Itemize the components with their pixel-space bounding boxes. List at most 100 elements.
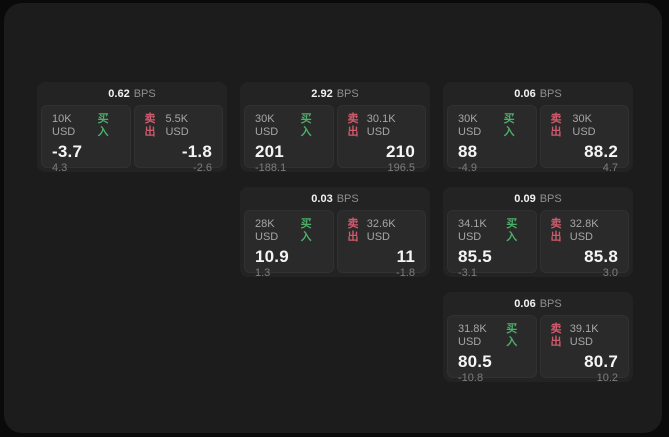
buy-tile[interactable]: 30K USD 买入 201 -188.1 [244, 105, 334, 174]
buy-tile-header: 30K USD 买入 [255, 113, 323, 139]
buy-tile-header: 31.8K USD 买入 [458, 323, 526, 349]
buy-tile-header: 10K USD 买入 [52, 113, 120, 139]
bps-unit: BPS [336, 87, 359, 100]
sell-side-label: 卖出 [550, 113, 562, 138]
quote-card: 0.06 BPS 30K USD 买入 88 -4.9 卖出 30K USD [443, 82, 633, 174]
buy-side-label: 买入 [300, 218, 312, 243]
card-body: 10K USD 买入 -3.7 4.3 卖出 5.5K USD -1.8 -2.… [41, 105, 223, 174]
card-body: 34.1K USD 买入 85.5 -3.1 卖出 32.8K USD 85.8… [447, 210, 629, 279]
card-header: 0.62 BPS [41, 82, 223, 105]
main-surface: 0.62 BPS 10K USD 买入 -3.7 4.3 卖出 5.5K USD [4, 3, 662, 433]
bps-unit: BPS [336, 192, 359, 205]
sell-tile[interactable]: 卖出 30K USD 88.2 4.7 [539, 105, 629, 174]
sell-tile[interactable]: 卖出 32.8K USD 85.8 3.0 [539, 210, 629, 279]
buy-tile[interactable]: 34.1K USD 买入 85.5 -3.1 [447, 210, 537, 279]
buy-tile[interactable]: 10K USD 买入 -3.7 4.3 [41, 105, 131, 174]
sell-tile-header: 卖出 32.6K USD [348, 218, 416, 244]
sell-price: 80.7 [584, 352, 618, 371]
sell-tile[interactable]: 卖出 30.1K USD 210 196.5 [336, 105, 426, 174]
sell-change: 196.5 [387, 162, 415, 174]
bps-unit: BPS [539, 87, 562, 100]
buy-amount: 28K USD [255, 218, 279, 243]
sell-amount: 32.6K USD [366, 218, 396, 243]
sell-price: 85.8 [584, 247, 618, 266]
buy-amount: 31.8K USD [458, 323, 487, 348]
card-header: 0.09 BPS [447, 187, 629, 210]
bps-unit: BPS [539, 297, 562, 310]
quote-card: 0.09 BPS 34.1K USD 买入 85.5 -3.1 卖出 32.8K… [443, 187, 633, 279]
buy-tile-header: 30K USD 买入 [458, 113, 526, 139]
sell-side-label: 卖出 [144, 113, 156, 138]
bps-value: 0.06 [514, 87, 536, 100]
bps-unit: BPS [539, 192, 562, 205]
sell-price: 210 [386, 142, 415, 161]
sell-side-label: 卖出 [550, 323, 562, 348]
sell-change: -2.6 [193, 162, 212, 174]
sell-side-label: 卖出 [550, 218, 562, 243]
buy-side-label: 买入 [503, 113, 515, 138]
sell-tile-header: 卖出 32.8K USD [551, 218, 619, 244]
buy-tile[interactable]: 28K USD 买入 10.9 1.3 [244, 210, 334, 279]
buy-change: -10.8 [458, 372, 484, 384]
buy-price: 85.5 [458, 247, 492, 266]
buy-side-label: 买入 [300, 113, 312, 138]
buy-amount: 30K USD [255, 113, 279, 138]
buy-tile-header: 34.1K USD 买入 [458, 218, 526, 244]
buy-tile[interactable]: 30K USD 买入 88 -4.9 [447, 105, 537, 174]
sell-amount: 32.8K USD [569, 218, 599, 243]
buy-tile[interactable]: 31.8K USD 买入 80.5 -10.8 [447, 315, 537, 384]
sell-tile-header: 卖出 30.1K USD [348, 113, 416, 139]
sell-tile-header: 卖出 5.5K USD [145, 113, 213, 139]
sell-side-label: 卖出 [347, 218, 359, 243]
sell-tile[interactable]: 卖出 39.1K USD 80.7 10.2 [539, 315, 629, 384]
sell-amount: 39.1K USD [569, 323, 599, 348]
buy-price: 88 [458, 142, 478, 161]
quote-card: 0.03 BPS 28K USD 买入 10.9 1.3 卖出 32.6K US… [240, 187, 430, 279]
buy-side-label: 买入 [506, 323, 518, 348]
bps-unit: BPS [133, 87, 156, 100]
bps-value: 0.03 [311, 192, 333, 205]
quote-card: 0.06 BPS 31.8K USD 买入 80.5 -10.8 卖出 39.1… [443, 292, 633, 384]
sell-tile-header: 卖出 39.1K USD [551, 323, 619, 349]
buy-change: -4.9 [458, 162, 477, 174]
sell-tile[interactable]: 卖出 32.6K USD 11 -1.8 [336, 210, 426, 279]
sell-change: -1.8 [396, 267, 415, 279]
buy-amount: 30K USD [458, 113, 482, 138]
buy-change: 4.3 [52, 162, 68, 174]
card-header: 2.92 BPS [244, 82, 426, 105]
buy-price: -3.7 [52, 142, 83, 161]
bps-value: 0.09 [514, 192, 536, 205]
buy-side-label: 买入 [97, 113, 109, 138]
card-body: 28K USD 买入 10.9 1.3 卖出 32.6K USD 11 -1.8 [244, 210, 426, 279]
sell-side-label: 卖出 [347, 113, 359, 138]
buy-tile-header: 28K USD 买入 [255, 218, 323, 244]
card-header: 0.06 BPS [447, 82, 629, 105]
card-header: 0.06 BPS [447, 292, 629, 315]
buy-price: 201 [255, 142, 284, 161]
sell-change: 3.0 [602, 267, 618, 279]
quote-card: 0.62 BPS 10K USD 买入 -3.7 4.3 卖出 5.5K USD [37, 82, 227, 174]
card-body: 30K USD 买入 201 -188.1 卖出 30.1K USD 210 1… [244, 105, 426, 174]
buy-change: -3.1 [458, 267, 477, 279]
sell-tile[interactable]: 卖出 5.5K USD -1.8 -2.6 [133, 105, 223, 174]
sell-price: 11 [396, 247, 415, 266]
sell-change: 10.2 [596, 372, 618, 384]
sell-tile-header: 卖出 30K USD [551, 113, 619, 139]
sell-amount: 30K USD [572, 113, 596, 138]
buy-change: -188.1 [255, 162, 287, 174]
buy-change: 1.3 [255, 267, 271, 279]
sell-amount: 5.5K USD [165, 113, 189, 138]
card-header: 0.03 BPS [244, 187, 426, 210]
quote-card: 2.92 BPS 30K USD 买入 201 -188.1 卖出 30.1K … [240, 82, 430, 174]
buy-price: 80.5 [458, 352, 492, 371]
buy-side-label: 买入 [506, 218, 518, 243]
card-body: 30K USD 买入 88 -4.9 卖出 30K USD 88.2 4.7 [447, 105, 629, 174]
bps-value: 0.62 [108, 87, 130, 100]
sell-change: 4.7 [602, 162, 618, 174]
card-body: 31.8K USD 买入 80.5 -10.8 卖出 39.1K USD 80.… [447, 315, 629, 384]
buy-amount: 10K USD [52, 113, 76, 138]
sell-amount: 30.1K USD [366, 113, 396, 138]
buy-amount: 34.1K USD [458, 218, 487, 243]
sell-price: -1.8 [181, 142, 212, 161]
bps-value: 0.06 [514, 297, 536, 310]
